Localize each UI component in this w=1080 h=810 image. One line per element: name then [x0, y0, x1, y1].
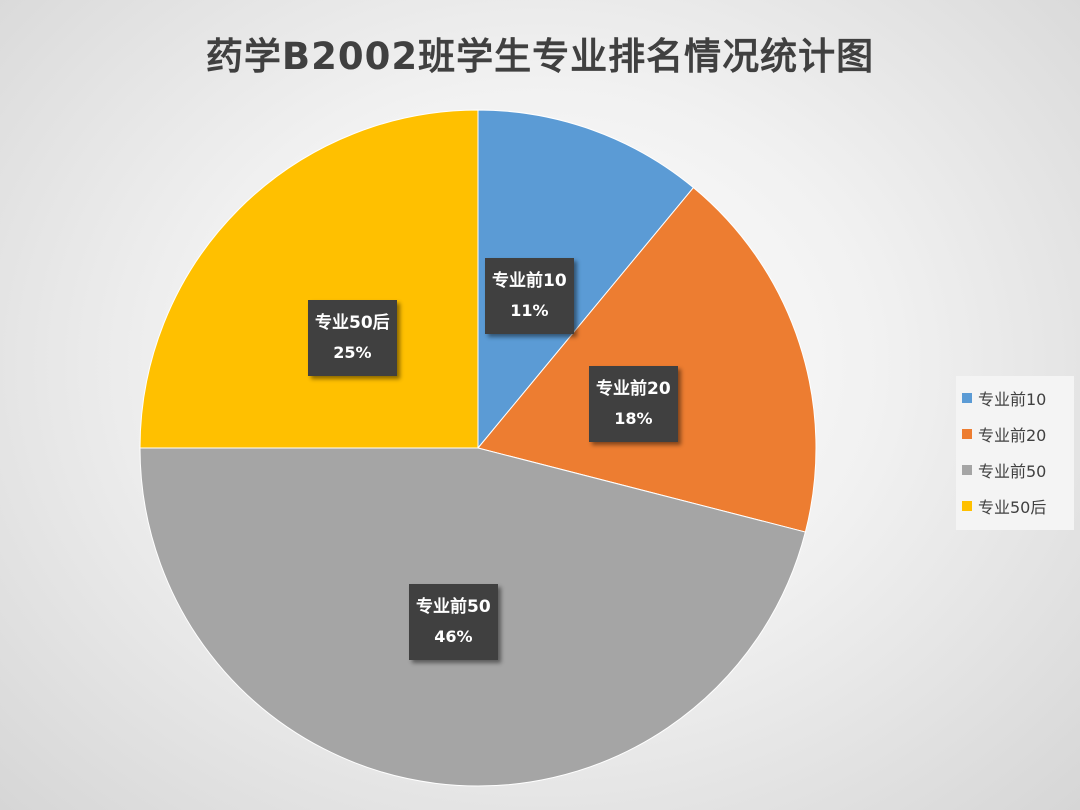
legend-swatch [962, 465, 972, 475]
data-label-name: 专业50后 [315, 313, 390, 333]
chart-title: 药学B2002班学生专业排名情况统计图 [205, 35, 875, 78]
data-label-after50: 专业50后 25% [308, 300, 397, 376]
legend-swatch [962, 501, 972, 511]
data-label-name: 专业前10 [492, 271, 567, 291]
legend-item-after50: 专业50后 [962, 488, 1074, 524]
data-label-percent: 18% [614, 409, 653, 428]
legend-label: 专业50后 [978, 498, 1047, 517]
legend-label: 专业前50 [978, 462, 1047, 481]
legend-item-top50: 专业前50 [962, 452, 1074, 488]
pie-slice-top20 [477, 186, 817, 533]
data-label-percent: 11% [510, 301, 549, 320]
data-label-percent: 25% [333, 343, 372, 362]
data-label-top10: 专业前10 11% [485, 258, 574, 334]
data-label-top20: 专业前20 18% [589, 366, 678, 442]
data-label-name: 专业前50 [416, 597, 491, 617]
legend-swatch [962, 429, 972, 439]
data-label-percent: 46% [434, 627, 473, 646]
data-label-name: 专业前20 [596, 379, 671, 399]
legend-item-top20: 专业前20 [962, 416, 1074, 452]
legend: 专业前10 专业前20 专业前50 专业50后 [956, 376, 1074, 530]
legend-swatch [962, 393, 972, 403]
pie-slice-top10 [477, 109, 695, 450]
legend-label: 专业前10 [978, 390, 1047, 409]
legend-item-top10: 专业前10 [962, 380, 1074, 416]
data-label-top50: 专业前50 46% [409, 584, 498, 660]
legend-label: 专业前20 [978, 426, 1047, 445]
pie-slice-after50 [139, 109, 479, 449]
